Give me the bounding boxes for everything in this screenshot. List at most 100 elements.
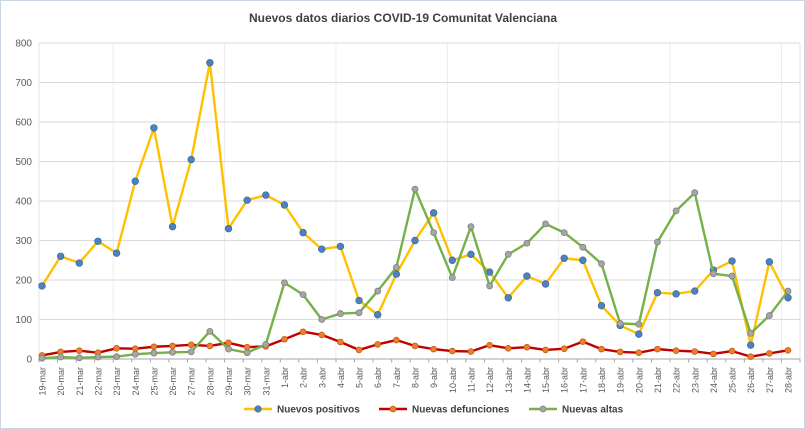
data-point-nuevos-positivos — [206, 59, 214, 67]
legend-item-nuevos-positivos: Nuevos positivos — [244, 405, 360, 416]
legend-swatch-marker-altas — [539, 405, 547, 413]
x-tick-label: 22-abr — [672, 367, 682, 393]
x-tick-label: 15-abr — [541, 367, 551, 393]
data-point-nuevos-positivos — [355, 296, 363, 305]
data-point-nuevas-altas — [430, 229, 438, 237]
data-point-nuevas-altas — [654, 238, 661, 246]
x-tick-label: 2-abr — [299, 367, 309, 388]
x-tick-label: 20-abr — [634, 367, 644, 393]
data-point-nuevas-altas — [411, 185, 419, 193]
x-tick-label: 10-abr — [448, 367, 458, 393]
y-tick-label: 400 — [15, 197, 32, 208]
x-tick-label: 3-abr — [317, 367, 327, 388]
data-point-nuevas-altas — [131, 350, 139, 358]
data-point-nuevas-defunciones — [411, 342, 419, 350]
data-point-nuevas-defunciones — [150, 343, 158, 351]
data-point-nuevas-defunciones — [374, 341, 382, 348]
data-point-nuevas-defunciones — [691, 348, 699, 355]
data-point-nuevas-defunciones — [206, 342, 214, 350]
data-point-nuevas-altas — [598, 260, 605, 268]
data-point-nuevos-positivos — [523, 272, 531, 280]
data-point-nuevos-positivos — [318, 245, 326, 253]
data-point-nuevas-altas — [281, 279, 288, 287]
data-point-nuevas-altas — [150, 349, 158, 357]
data-point-nuevas-defunciones — [187, 341, 195, 349]
x-tick-label: 23-abr — [690, 367, 700, 393]
data-point-nuevos-positivos — [597, 301, 606, 310]
data-point-nuevos-positivos — [672, 290, 680, 298]
data-point-nuevas-defunciones — [542, 346, 549, 354]
data-point-nuevas-defunciones — [169, 342, 176, 350]
data-point-nuevas-defunciones — [598, 345, 605, 353]
x-tick-label: 21-mar — [75, 367, 85, 396]
data-point-nuevos-positivos — [243, 196, 251, 204]
data-point-nuevas-altas — [318, 316, 326, 323]
data-point-nuevas-altas — [504, 250, 512, 258]
data-point-nuevas-defunciones — [635, 349, 643, 356]
data-point-nuevas-altas — [355, 309, 363, 317]
data-point-nuevos-positivos — [728, 257, 736, 265]
legend-swatch-marker-positivos — [254, 405, 262, 413]
legend-label-altas: Nuevas altas — [562, 405, 624, 416]
data-point-nuevos-positivos — [131, 177, 139, 185]
data-point-nuevas-altas — [243, 349, 251, 357]
chart-title: Nuevos datos diarios COVID-19 Comunitat … — [249, 11, 557, 25]
data-point-nuevas-defunciones — [504, 345, 512, 352]
legend-item-nuevas-altas: Nuevas altas — [529, 405, 624, 416]
data-point-nuevas-altas — [672, 207, 680, 215]
x-tick-label: 11-abr — [466, 367, 476, 392]
data-point-nuevos-positivos — [56, 252, 65, 260]
data-point-nuevas-altas — [710, 270, 717, 278]
x-tick-label: 27-abr — [765, 367, 775, 393]
data-point-nuevas-altas — [75, 354, 83, 362]
data-point-nuevas-defunciones — [579, 338, 587, 345]
x-tick-label: 5-abr — [355, 367, 365, 388]
y-tick-label: 200 — [15, 276, 32, 287]
data-point-nuevas-altas — [747, 329, 755, 337]
data-point-nuevas-defunciones — [766, 350, 773, 357]
data-point-nuevos-positivos — [485, 268, 494, 276]
x-tick-label: 25-mar — [149, 367, 159, 396]
data-point-nuevas-altas — [691, 189, 699, 197]
y-tick-label: 600 — [15, 118, 32, 129]
x-tick-label: 29-mar — [224, 367, 234, 396]
data-point-nuevos-positivos — [336, 242, 345, 251]
y-tick-label: 100 — [15, 315, 32, 326]
x-axis-ticks — [38, 359, 801, 363]
legend-label-defunciones: Nuevas defunciones — [412, 405, 510, 416]
x-tick-label: 20-mar — [56, 367, 66, 396]
x-tick-label: 1-abr — [280, 367, 290, 388]
data-point-nuevas-altas — [392, 263, 400, 271]
data-point-nuevos-positivos — [38, 282, 46, 290]
data-point-nuevas-defunciones — [728, 347, 736, 355]
data-point-nuevas-altas — [94, 353, 102, 361]
x-tick-label: 26-abr — [746, 367, 756, 393]
data-point-nuevas-defunciones — [393, 336, 400, 344]
data-point-nuevas-altas — [448, 274, 456, 282]
series-nuevos-positivos — [38, 59, 792, 349]
x-tick-label: 13-abr — [504, 367, 514, 393]
x-tick-label: 26-mar — [168, 367, 178, 396]
data-point-nuevos-positivos — [765, 258, 774, 266]
data-point-nuevas-defunciones — [113, 345, 120, 352]
data-point-nuevas-defunciones — [243, 343, 251, 351]
data-point-nuevos-positivos — [75, 259, 83, 267]
x-tick-label: 14-abr — [522, 367, 532, 393]
data-point-nuevas-altas — [225, 345, 232, 353]
data-point-nuevas-defunciones — [131, 345, 139, 353]
data-point-nuevas-defunciones — [784, 347, 792, 354]
data-point-nuevos-positivos — [429, 209, 438, 217]
data-point-nuevas-altas — [262, 340, 270, 348]
data-point-nuevas-altas — [206, 327, 214, 335]
data-point-nuevos-positivos — [411, 236, 419, 245]
data-point-nuevas-altas — [579, 243, 587, 251]
x-tick-label: 28-mar — [205, 367, 215, 396]
data-point-nuevos-positivos — [112, 249, 121, 257]
data-point-nuevos-positivos — [280, 201, 289, 209]
legend-label-positivos: Nuevos positivos — [277, 405, 360, 416]
x-tick-label: 17-abr — [578, 367, 588, 393]
x-tick-label: 18-abr — [597, 367, 607, 393]
data-point-nuevas-defunciones — [486, 341, 493, 349]
